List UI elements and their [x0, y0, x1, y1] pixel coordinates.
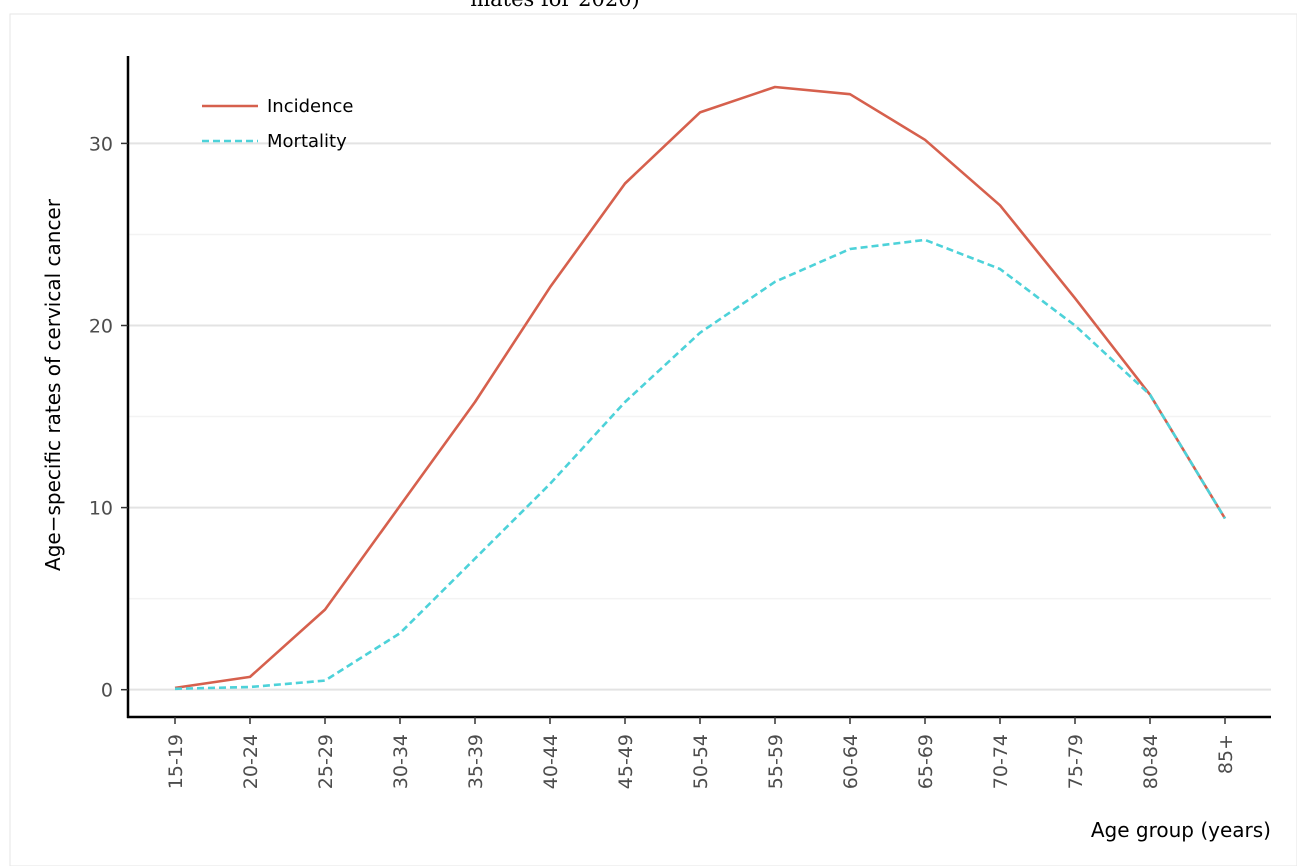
legend: Incidence Mortality: [202, 96, 354, 152]
x-tick-label: 75-79: [1065, 734, 1087, 789]
series-line-incidence: [174, 85, 1227, 690]
legend-label-mortality: Mortality: [267, 131, 347, 152]
y-tick-label: 0: [101, 680, 113, 702]
x-tick-label: 50-54: [690, 734, 712, 789]
series-line-mortality: [174, 238, 1227, 691]
legend-label-incidence: Incidence: [267, 96, 354, 117]
x-tick-label: 40-44: [540, 734, 562, 789]
x-tick-label: 85+: [1215, 734, 1237, 774]
x-tick-label: 25-29: [315, 734, 337, 789]
x-tick-label: 15-19: [165, 734, 187, 789]
x-tick-label: 35-39: [465, 734, 487, 789]
x-tick-label: 65-69: [915, 734, 937, 789]
y-tick-label: 20: [89, 315, 113, 337]
y-axis-title: Age−specific rates of cervical cancer: [41, 198, 65, 571]
axes: [121, 56, 1271, 724]
x-tick-label: 60-64: [840, 734, 862, 789]
y-tick-label: 10: [89, 498, 113, 520]
x-tick-label: 20-24: [240, 734, 262, 789]
x-tick-label: 30-34: [390, 734, 412, 789]
x-tick-label: 45-49: [615, 734, 637, 789]
x-axis-title: Age group (years): [1091, 818, 1271, 842]
grid-lines: [128, 142, 1271, 691]
x-tick-label: 80-84: [1140, 734, 1162, 789]
series-lines: [174, 85, 1227, 691]
x-tick-label: 70-74: [990, 734, 1012, 789]
x-tick-label: 55-59: [765, 734, 787, 789]
tick-labels: 0 10 20 30 15-19 20-24 25-29 30-34 35-39 40-44 45-…: [89, 133, 1237, 789]
chart-title: mates for 2020): [470, 0, 640, 11]
y-tick-label: 30: [89, 133, 113, 155]
